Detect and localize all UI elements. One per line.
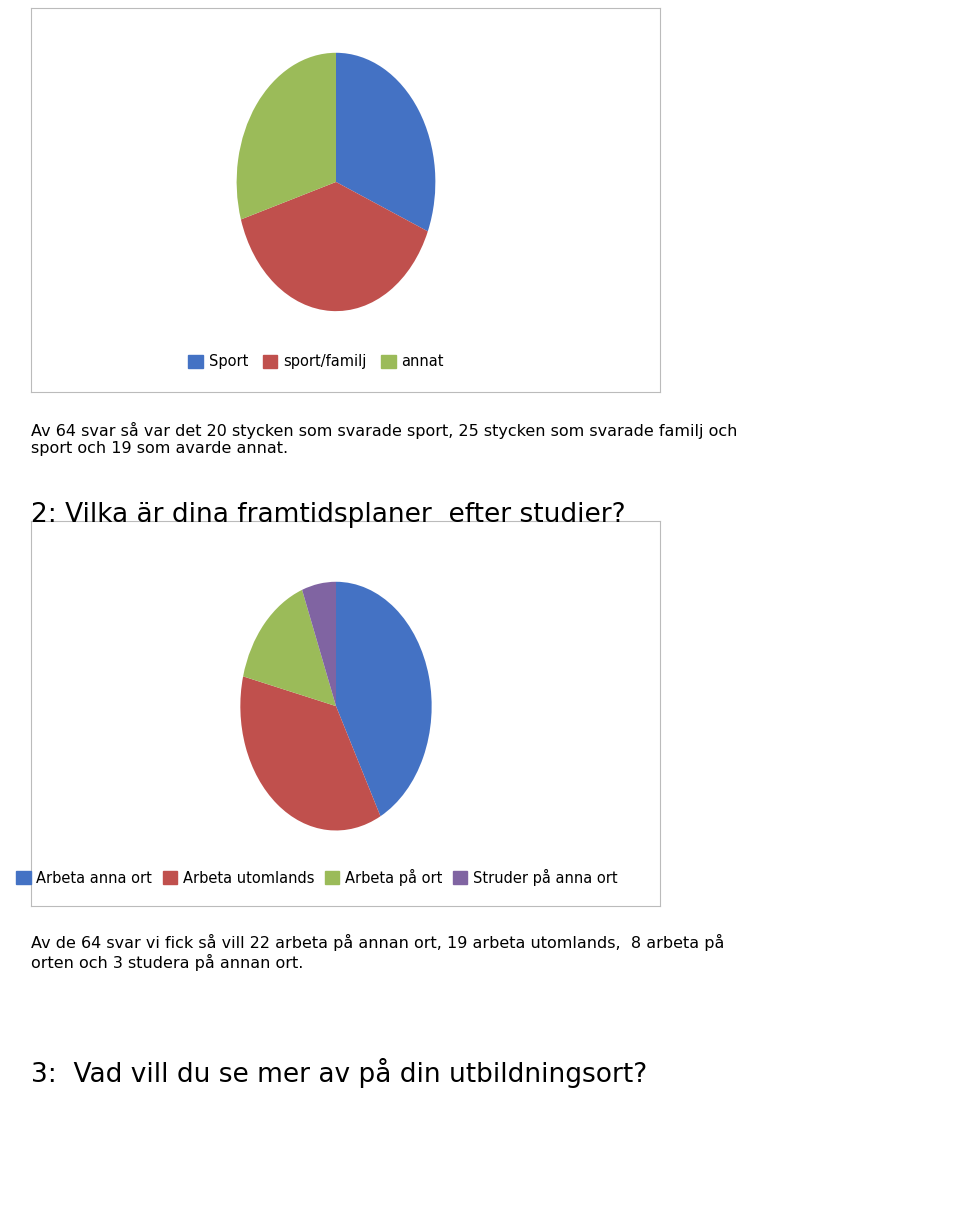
Wedge shape <box>336 53 436 231</box>
Text: Av de 64 svar vi fick så vill 22 arbeta på annan ort, 19 arbeta utomlands,  8 ar: Av de 64 svar vi fick så vill 22 arbeta … <box>31 934 724 971</box>
Wedge shape <box>336 582 432 816</box>
Legend: Arbeta anna ort, Arbeta utomlands, Arbeta på ort, Struder på anna ort: Arbeta anna ort, Arbeta utomlands, Arbet… <box>11 863 624 892</box>
Text: 3:  Vad vill du se mer av på din utbildningsort?: 3: Vad vill du se mer av på din utbildni… <box>31 1058 647 1088</box>
Wedge shape <box>302 582 336 706</box>
Text: Av 64 svar så var det 20 stycken som svarade sport, 25 stycken som svarade famil: Av 64 svar så var det 20 stycken som sva… <box>31 422 737 457</box>
Text: 2: Vilka är dina framtidsplaner  efter studier?: 2: Vilka är dina framtidsplaner efter st… <box>31 502 625 529</box>
Wedge shape <box>240 676 380 830</box>
Wedge shape <box>243 590 336 706</box>
Wedge shape <box>241 182 428 311</box>
Wedge shape <box>236 53 336 219</box>
Legend: Sport, sport/familj, annat: Sport, sport/familj, annat <box>182 348 450 375</box>
